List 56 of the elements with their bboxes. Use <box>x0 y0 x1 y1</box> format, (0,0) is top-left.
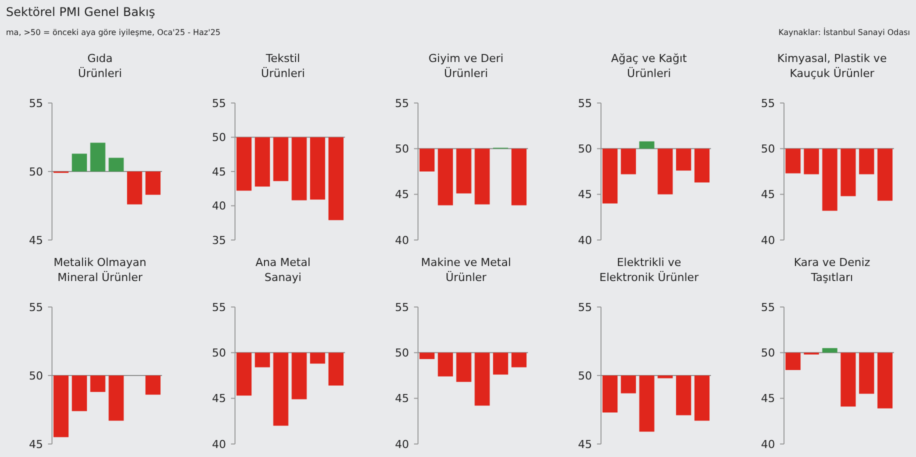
y-tick-label: 45 <box>29 234 43 247</box>
y-tick-label: 55 <box>212 300 226 314</box>
y-tick-label: 55 <box>761 96 775 110</box>
y-tick-label: 45 <box>761 188 775 202</box>
y-tick-label: 45 <box>29 438 43 451</box>
bar <box>145 172 161 195</box>
chart-title: Ağaç ve Kağıt Ürünleri <box>611 52 688 80</box>
y-tick-label: 50 <box>395 346 409 360</box>
y-tick-label: 55 <box>578 300 592 314</box>
bar <box>127 172 142 204</box>
y-tick-label: 45 <box>578 188 592 202</box>
y-tick-label: 55 <box>761 300 775 314</box>
y-tick-label: 50 <box>212 131 226 144</box>
y-tick-label: 45 <box>578 438 592 451</box>
y-tick-label: 50 <box>761 142 775 156</box>
y-tick-label: 40 <box>761 234 775 247</box>
y-tick-label: 50 <box>395 142 409 156</box>
chart-title: Gıda Ürünleri <box>78 52 122 80</box>
y-tick-label: 50 <box>578 369 592 382</box>
y-tick-label: 45 <box>212 165 226 178</box>
y-tick-label: 55 <box>29 300 43 314</box>
y-tick-label: 55 <box>395 96 409 110</box>
y-tick-label: 55 <box>578 96 592 110</box>
chart-title: Kimyasal, Plastik ve Kauçuk Ürünler <box>777 52 887 80</box>
y-tick-label: 55 <box>29 96 43 110</box>
chart-title: Elektrikli ve Elektronik Ürünler <box>599 256 700 284</box>
y-tick-label: 50 <box>29 369 43 382</box>
y-tick-label: 40 <box>212 438 226 451</box>
y-tick-label: 55 <box>212 96 226 110</box>
y-tick-label: 40 <box>761 438 775 451</box>
y-tick-label: 45 <box>761 392 775 406</box>
y-tick-label: 55 <box>395 300 409 314</box>
chart-title: Kara ve Deniz Taşıtları <box>794 256 870 284</box>
chart-title: Tekstil Ürünleri <box>261 52 305 80</box>
y-tick-label: 45 <box>395 392 409 406</box>
y-tick-label: 40 <box>212 200 226 213</box>
text: Kaynaklar: İstanbul Sanayi Odası <box>778 27 910 37</box>
bar <box>72 154 87 172</box>
y-tick-label: 40 <box>395 234 409 247</box>
bar <box>90 142 106 172</box>
y-tick-label: 50 <box>29 165 43 178</box>
y-tick-label: 50 <box>761 346 775 360</box>
y-tick-label: 40 <box>578 234 592 247</box>
y-tick-label: 45 <box>395 188 409 202</box>
y-tick-label: 50 <box>578 142 592 156</box>
text: Sektörel PMI Genel Bakış <box>6 5 156 19</box>
chart-title: Metalik Olmayan Mineral Ürünler <box>54 256 146 284</box>
text: ma, >50 = önceki aya göre iyileşme, Oca'25 - Haz'25 <box>6 28 221 37</box>
chart-title: Ana Metal Sanayi <box>255 256 311 284</box>
chart-title: Makine ve Metal Ürünler <box>420 256 512 284</box>
y-tick-label: 50 <box>212 346 226 360</box>
y-tick-label: 40 <box>395 438 409 451</box>
y-tick-label: 35 <box>212 234 226 247</box>
chart-title: Giyim ve Deri Ürünleri <box>428 52 504 80</box>
y-tick-label: 45 <box>212 392 226 406</box>
bar <box>108 158 124 172</box>
